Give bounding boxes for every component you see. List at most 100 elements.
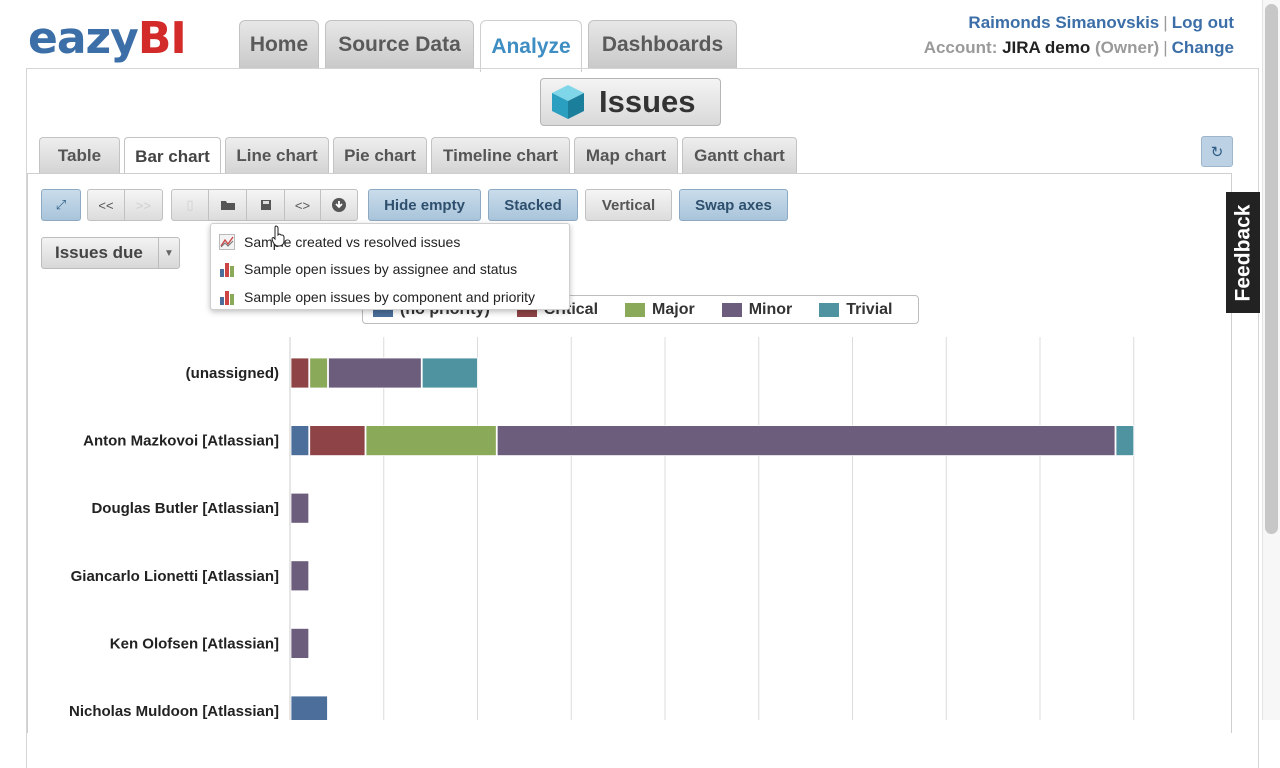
embed-button[interactable]: <> [285,189,321,221]
y-tick-label: Douglas Butler [Atlassian] [91,500,279,517]
separator: | [1163,13,1168,32]
new-report-icon: ▯ [186,197,194,212]
bar-chart-icon [220,290,234,305]
cube-title: Issues [599,84,696,119]
tab-label: Line chart [236,145,318,165]
bar-segment[interactable] [365,425,497,457]
cube-icon [552,85,584,119]
tab-pie-chart[interactable]: Pie chart [333,137,427,173]
scrollbar-thumb[interactable] [1265,4,1278,534]
page-scrollbar[interactable] [1262,0,1280,720]
open-folder-icon [220,201,235,210]
user-info: Raimonds Simanovskis | Log out [968,13,1234,33]
tab-label: Pie chart [344,145,416,165]
menu-item-report[interactable]: Sample open issues by assignee and statu… [211,256,569,284]
nav-tab-source-data[interactable]: Source Data [325,20,474,69]
bar-segment[interactable] [496,425,1116,457]
open-report-menu: Sample created vs resolved issues Sample… [210,223,570,310]
menu-item-label: Sample created vs resolved issues [244,233,461,250]
y-tick-label: Ken Olofsen [Atlassian] [110,635,279,652]
bar-segment[interactable] [309,357,328,389]
bar-chart-icon [220,263,234,278]
fullscreen-button[interactable]: ⤢ [41,189,81,221]
y-tick-label: Anton Mazkovoi [Atlassian] [83,433,279,450]
legend-item[interactable]: Major [625,301,695,319]
logo-part-eazy: eazy [28,13,139,64]
embed-code-icon: <> [294,197,311,213]
menu-item-report[interactable]: Sample created vs resolved issues [211,228,569,256]
toggle-label: Vertical [601,196,656,214]
feedback-label: Feedback [1231,204,1255,301]
legend-item[interactable]: Trivial [819,301,892,319]
bar-segment[interactable] [290,357,310,389]
nav-tab-dashboards[interactable]: Dashboards [588,20,737,69]
toggle-label: Stacked [504,196,562,214]
y-tick-label: Giancarlo Lionetti [Atlassian] [71,568,279,585]
logout-link[interactable]: Log out [1171,13,1234,32]
menu-item-report[interactable]: Sample open issues by component and prio… [211,283,569,311]
hide-empty-toggle[interactable]: Hide empty [368,189,481,221]
new-report-button[interactable]: ▯ [171,189,209,221]
refresh-icon: ↻ [1210,143,1224,161]
nav-tab-label: Analyze [491,34,571,58]
content-frame [26,68,1259,768]
save-report-button[interactable] [247,189,285,221]
redo-icon: >> [135,197,152,213]
stacked-toggle[interactable]: Stacked [488,189,578,221]
toggle-label: Hide empty [384,196,465,214]
separator: | [1163,38,1168,57]
legend-swatch [819,302,840,317]
line-chart-icon [219,233,235,250]
bar-segment[interactable] [290,628,310,659]
account-info: Account: JIRA demo (Owner) | Change [924,38,1234,58]
tab-label: Timeline chart [443,145,558,165]
bar-segment[interactable] [328,357,422,389]
toggle-label: Swap axes [695,196,772,214]
expand-icon: ⤢ [55,197,67,212]
tab-label: Gantt chart [694,145,785,165]
swap-axes-toggle[interactable]: Swap axes [679,189,788,221]
tab-table[interactable]: Table [39,137,120,173]
legend-label: Major [652,300,695,318]
menu-item-label: Sample open issues by component and prio… [244,288,536,305]
redo-button[interactable]: >> [125,189,163,221]
bar-segment[interactable] [290,425,310,457]
bar-segment[interactable] [290,560,310,592]
bar-segment[interactable] [309,425,366,457]
bar-segment[interactable] [421,357,478,389]
tab-label: Bar chart [135,146,210,166]
tab-timeline-chart[interactable]: Timeline chart [431,137,570,173]
tab-line-chart[interactable]: Line chart [225,137,329,173]
undo-icon: << [98,197,114,213]
change-account-link[interactable]: Change [1171,38,1234,57]
account-role: (Owner) [1095,38,1160,57]
account-label: Account: [923,38,998,57]
hand-cursor-icon [271,225,285,247]
account-name: JIRA demo [1002,38,1091,57]
bar-segment[interactable] [1115,425,1135,457]
tab-map-chart[interactable]: Map chart [574,137,678,173]
chevron-down-icon[interactable]: ▼ [158,238,179,268]
nav-tab-analyze[interactable]: Analyze [480,20,582,72]
bar-chart: (unassigned) Anton Mazkovoi [Atlassian] Do… [69,337,1135,720]
cube-selector[interactable]: Issues [540,78,721,126]
measure-dropdown[interactable]: Issues due ▼ [41,237,180,269]
bar-segment[interactable] [290,695,328,720]
tab-label: Table [57,145,102,165]
user-name-link[interactable]: Raimonds Simanovskis [968,13,1160,32]
tab-gantt-chart[interactable]: Gantt chart [682,137,797,173]
legend-item[interactable]: Minor [721,300,793,319]
legend-swatch [721,302,742,317]
legend-label: Minor [748,300,793,318]
vertical-toggle[interactable]: Vertical [585,189,672,221]
bar-segment[interactable] [290,492,310,524]
tab-label: Map chart [585,145,667,165]
tab-bar-chart[interactable]: Bar chart [124,137,221,175]
feedback-tab[interactable]: Feedback [1226,192,1260,313]
open-report-button[interactable] [209,189,247,221]
refresh-button[interactable]: ↻ [1201,136,1233,167]
undo-button[interactable]: << [87,189,125,221]
export-button[interactable] [321,189,358,221]
eazybi-logo[interactable]: eazyBI [28,13,187,64]
nav-tab-home[interactable]: Home [239,20,319,69]
